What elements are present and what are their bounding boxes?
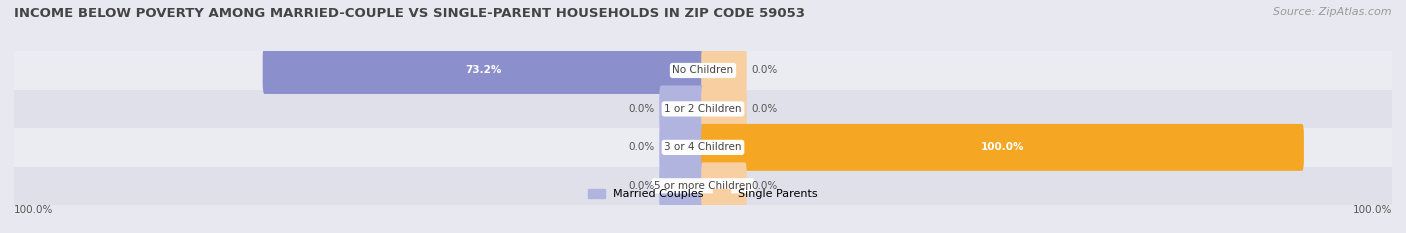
Text: 5 or more Children: 5 or more Children	[654, 181, 752, 191]
Text: No Children: No Children	[672, 65, 734, 75]
Text: 0.0%: 0.0%	[751, 181, 778, 191]
FancyBboxPatch shape	[702, 86, 747, 132]
Text: INCOME BELOW POVERTY AMONG MARRIED-COUPLE VS SINGLE-PARENT HOUSEHOLDS IN ZIP COD: INCOME BELOW POVERTY AMONG MARRIED-COUPL…	[14, 7, 806, 20]
Text: 3 or 4 Children: 3 or 4 Children	[664, 142, 742, 152]
Text: 100.0%: 100.0%	[1353, 205, 1392, 215]
Bar	[14, 167, 1392, 205]
Bar	[14, 90, 1392, 128]
Bar	[14, 51, 1392, 90]
FancyBboxPatch shape	[659, 86, 704, 132]
Text: 1 or 2 Children: 1 or 2 Children	[664, 104, 742, 114]
Text: 100.0%: 100.0%	[981, 142, 1025, 152]
FancyBboxPatch shape	[702, 124, 1303, 171]
Text: 73.2%: 73.2%	[465, 65, 502, 75]
Text: 100.0%: 100.0%	[14, 205, 53, 215]
Text: 0.0%: 0.0%	[628, 181, 655, 191]
Bar	[14, 128, 1392, 167]
FancyBboxPatch shape	[659, 162, 704, 209]
Legend: Married Couples, Single Parents: Married Couples, Single Parents	[585, 185, 821, 202]
FancyBboxPatch shape	[702, 47, 747, 94]
Text: 0.0%: 0.0%	[751, 65, 778, 75]
Text: Source: ZipAtlas.com: Source: ZipAtlas.com	[1274, 7, 1392, 17]
FancyBboxPatch shape	[702, 162, 747, 209]
Text: 0.0%: 0.0%	[751, 104, 778, 114]
FancyBboxPatch shape	[659, 124, 704, 171]
Text: 0.0%: 0.0%	[628, 142, 655, 152]
FancyBboxPatch shape	[263, 47, 704, 94]
Text: 0.0%: 0.0%	[628, 104, 655, 114]
